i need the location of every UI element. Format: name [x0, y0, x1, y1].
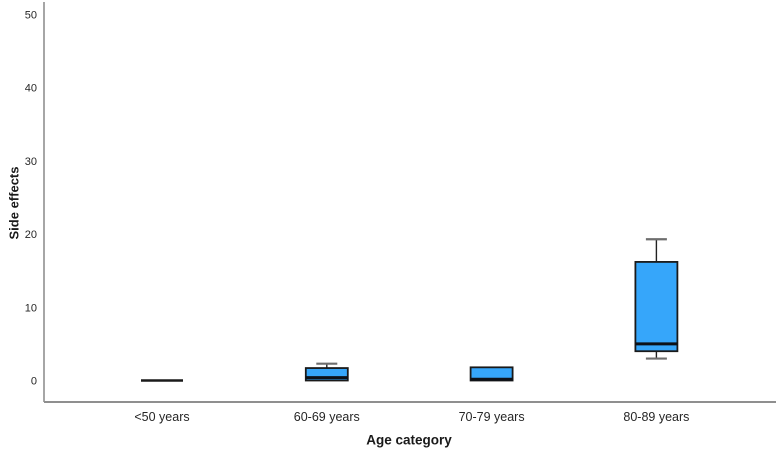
x-tick-label: 60-69 years [294, 410, 360, 424]
y-tick-label: 20 [25, 229, 37, 241]
y-tick-label: 40 [25, 83, 37, 95]
x-tick-label: <50 years [134, 410, 189, 424]
y-axis-title: Side effects [6, 166, 22, 240]
x-tick-label: 80-89 years [623, 410, 689, 424]
y-tick-label: 10 [25, 302, 37, 314]
iqr-box [634, 261, 679, 353]
y-tick-label: 0 [31, 376, 37, 388]
x-axis-title: Age category [366, 432, 452, 448]
y-tick-label: 30 [25, 156, 37, 168]
y-tick-label: 50 [25, 10, 37, 22]
x-tick-label: 70-79 years [459, 410, 525, 424]
